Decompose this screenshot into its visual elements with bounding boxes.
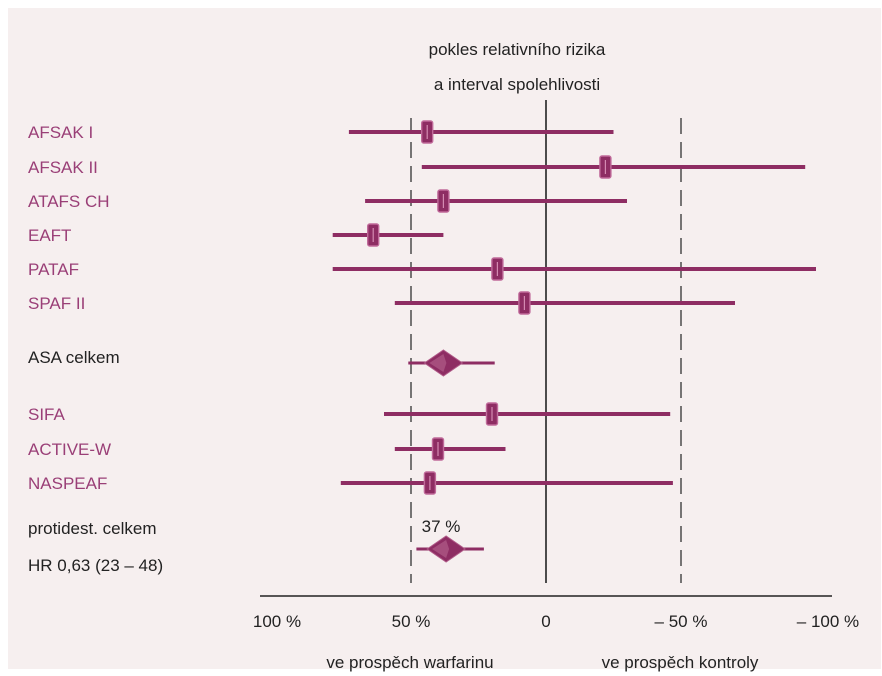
summary-hazard-ratio: HR 0,63 (23 – 48): [28, 556, 163, 575]
study-label: SPAF II: [28, 294, 85, 313]
summary-label: ASA celkem: [28, 348, 120, 367]
summary-value-label: 37 %: [422, 517, 461, 536]
study-label: AFSAK II: [28, 158, 98, 177]
x-tick-label: 0: [541, 612, 550, 631]
summary-label: protidest. celkem: [28, 519, 157, 538]
chart-title-line1: pokles relativního rizika: [429, 40, 606, 59]
study-label: PATAF: [28, 260, 79, 279]
study-label: ATAFS CH: [28, 192, 110, 211]
favours-control-label: ve prospěch kontroly: [602, 653, 759, 672]
study-label: AFSAK I: [28, 123, 93, 142]
x-tick-label: – 100 %: [797, 612, 859, 631]
x-tick-label: 50 %: [392, 612, 431, 631]
study-label: ACTIVE-W: [28, 440, 111, 459]
favours-warfarin-label: ve prospěch warfarinu: [326, 653, 493, 672]
summary-diamond-highlight: [432, 540, 450, 558]
chart-title-line2: a interval spolehlivosti: [434, 75, 600, 94]
x-tick-label: 100 %: [253, 612, 301, 631]
study-label: EAFT: [28, 226, 71, 245]
study-label: SIFA: [28, 405, 66, 424]
x-tick-label: – 50 %: [655, 612, 708, 631]
summary-diamond-highlight: [429, 354, 447, 372]
study-label: NASPEAF: [28, 474, 107, 493]
